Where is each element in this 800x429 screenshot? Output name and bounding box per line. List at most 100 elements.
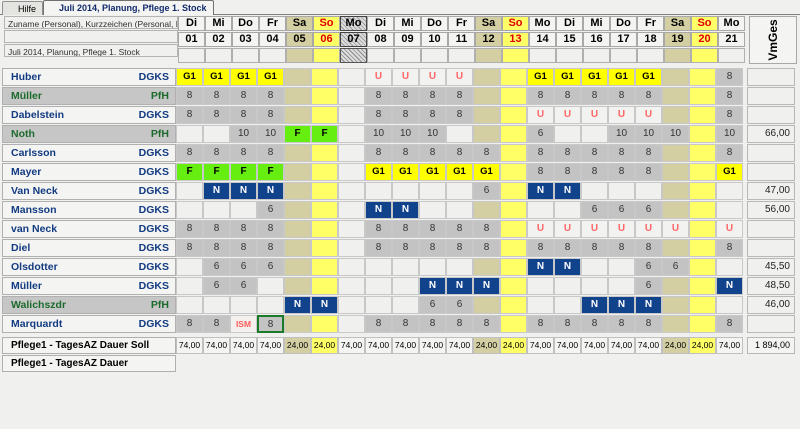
shift-cell[interactable]: N (554, 182, 581, 200)
shift-cell[interactable] (554, 277, 581, 295)
shift-cell[interactable]: N (446, 277, 473, 295)
shift-cell[interactable]: 8 (446, 87, 473, 105)
day-header-dow-10[interactable]: Do (421, 16, 448, 31)
day-header-dow-17[interactable]: Do (610, 16, 637, 31)
shift-cell[interactable]: 8 (554, 315, 581, 333)
shift-cell[interactable]: 8 (365, 315, 392, 333)
shift-cell[interactable] (581, 258, 608, 276)
day-header-num-15[interactable]: 15 (556, 32, 583, 47)
shift-cell[interactable]: 8 (608, 315, 635, 333)
shift-cell[interactable]: 8 (473, 220, 500, 238)
shift-cell[interactable] (419, 201, 446, 219)
shift-cell[interactable] (608, 258, 635, 276)
shift-cell[interactable]: 8 (203, 106, 230, 124)
shift-cell[interactable] (500, 258, 527, 276)
shift-cell[interactable]: U (446, 68, 473, 86)
shift-cell[interactable]: 8 (257, 239, 284, 257)
shift-cell[interactable] (689, 106, 716, 124)
day-header-dow-15[interactable]: Di (556, 16, 583, 31)
shift-cell[interactable] (716, 258, 743, 276)
shift-cell[interactable]: 8 (581, 239, 608, 257)
shift-cell[interactable] (446, 258, 473, 276)
shift-cell[interactable] (338, 201, 365, 219)
shift-cell[interactable] (689, 296, 716, 314)
shift-cell[interactable]: 8 (716, 87, 743, 105)
shift-cell[interactable]: G1 (230, 68, 257, 86)
shift-cell[interactable] (176, 201, 203, 219)
day-header-dow-09[interactable]: Mi (394, 16, 421, 31)
shift-cell[interactable]: 8 (176, 144, 203, 162)
shift-cell[interactable]: 8 (392, 239, 419, 257)
shift-cell[interactable]: G1 (446, 163, 473, 181)
shift-cell[interactable]: U (608, 220, 635, 238)
shift-cell[interactable] (311, 277, 338, 295)
shift-cell[interactable]: U (392, 68, 419, 86)
shift-cell[interactable] (230, 296, 257, 314)
shift-cell[interactable]: 8 (203, 315, 230, 333)
shift-cell[interactable] (662, 315, 689, 333)
shift-cell[interactable] (365, 258, 392, 276)
day-header-num-06[interactable]: 06 (313, 32, 340, 47)
shift-cell[interactable] (473, 201, 500, 219)
shift-cell[interactable] (176, 296, 203, 314)
shift-cell[interactable]: N (527, 182, 554, 200)
shift-cell[interactable] (419, 258, 446, 276)
shift-cell[interactable]: 6 (608, 201, 635, 219)
shift-cell[interactable]: 8 (554, 163, 581, 181)
shift-cell[interactable]: 8 (473, 239, 500, 257)
shift-cell[interactable] (311, 239, 338, 257)
shift-cell[interactable] (311, 144, 338, 162)
shift-cell[interactable]: 6 (635, 201, 662, 219)
shift-cell[interactable]: U (716, 220, 743, 238)
shift-cell[interactable]: G1 (554, 68, 581, 86)
day-header-dow-14[interactable]: Mo (529, 16, 556, 31)
shift-cell[interactable] (311, 106, 338, 124)
day-header-num-11[interactable]: 11 (448, 32, 475, 47)
day-header-dow-04[interactable]: Fr (259, 16, 286, 31)
shift-cell[interactable] (284, 87, 311, 105)
shift-cell[interactable]: U (662, 220, 689, 238)
shift-cell[interactable] (311, 182, 338, 200)
shift-cell[interactable] (284, 258, 311, 276)
shift-cell[interactable]: 8 (257, 106, 284, 124)
day-header-num-12[interactable]: 12 (475, 32, 502, 47)
shift-cell[interactable]: N (554, 258, 581, 276)
shift-cell[interactable]: 10 (257, 125, 284, 143)
shift-cell[interactable]: 8 (527, 163, 554, 181)
shift-cell[interactable]: 8 (716, 106, 743, 124)
day-header-dow-13[interactable]: So (502, 16, 529, 31)
shift-cell[interactable] (338, 220, 365, 238)
shift-cell[interactable]: F (176, 163, 203, 181)
shift-cell[interactable] (311, 68, 338, 86)
shift-cell[interactable] (500, 106, 527, 124)
shift-cell[interactable]: U (635, 220, 662, 238)
shift-cell[interactable]: 8 (176, 106, 203, 124)
shift-cell[interactable]: N (392, 201, 419, 219)
shift-cell[interactable] (176, 277, 203, 295)
shift-cell[interactable] (338, 315, 365, 333)
shift-cell[interactable]: 8 (176, 87, 203, 105)
employee-row-label[interactable]: Müller DGKS (2, 277, 176, 295)
day-header-num-03[interactable]: 03 (232, 32, 259, 47)
shift-cell[interactable] (689, 125, 716, 143)
day-header-num-20[interactable]: 20 (691, 32, 718, 47)
shift-cell[interactable]: 8 (446, 220, 473, 238)
shift-cell[interactable]: N (419, 277, 446, 295)
shift-cell[interactable]: U (527, 106, 554, 124)
shift-cell[interactable] (257, 296, 284, 314)
shift-cell[interactable] (689, 220, 716, 238)
shift-cell[interactable] (581, 125, 608, 143)
shift-cell[interactable]: 8 (608, 87, 635, 105)
shift-cell[interactable]: 8 (392, 87, 419, 105)
day-header-dow-07[interactable]: Mo (340, 16, 367, 31)
shift-cell[interactable]: N (365, 201, 392, 219)
shift-cell[interactable]: 6 (635, 277, 662, 295)
day-header-dow-21[interactable]: Mo (718, 16, 745, 31)
shift-cell[interactable] (176, 125, 203, 143)
employee-row-label[interactable]: Dabelstein DGKS (2, 106, 176, 124)
shift-cell[interactable] (284, 144, 311, 162)
shift-cell[interactable]: 8 (203, 220, 230, 238)
shift-cell[interactable] (446, 125, 473, 143)
shift-cell[interactable]: 6 (473, 182, 500, 200)
shift-cell[interactable]: 6 (257, 258, 284, 276)
